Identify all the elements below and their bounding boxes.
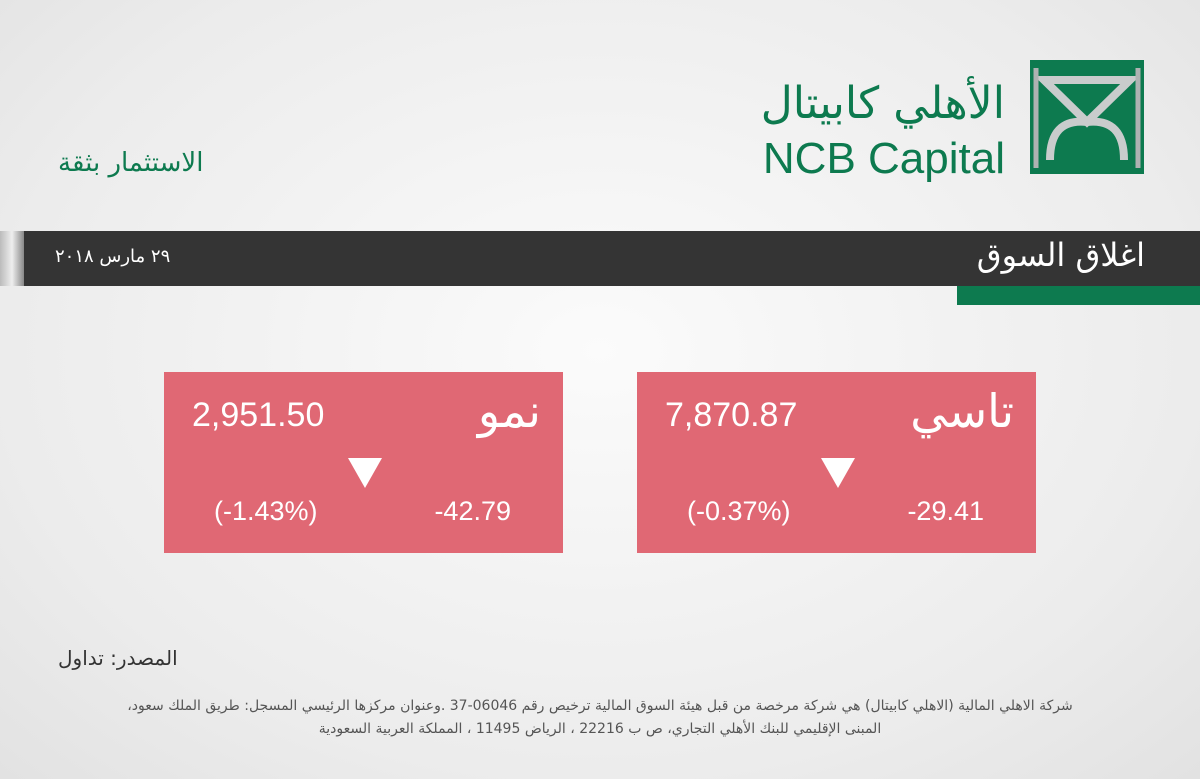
index-percent: (-1.43%) xyxy=(214,496,318,526)
tagline: الاستثمار بثقة xyxy=(58,148,204,178)
index-card: نمو 2,951.50 -42.79 (-1.43%) xyxy=(164,372,563,553)
index-name: نمو xyxy=(477,384,541,438)
banner-title: اغلاق السوق xyxy=(976,236,1145,274)
footer: شركة الاهلي المالية (الاهلي كابيتال) هي … xyxy=(0,695,1200,741)
banner-edge xyxy=(0,231,24,286)
banner-accent xyxy=(957,286,1200,305)
logo-mark xyxy=(1030,60,1144,174)
down-arrow xyxy=(821,458,855,488)
logo-english: NCB Capital xyxy=(762,134,1005,183)
footer-line: المبنى الإقليمي للبنك الأهلي التجاري، ص … xyxy=(318,721,882,737)
source: المصدر: تداول xyxy=(58,646,178,670)
index-name: تاسي xyxy=(910,384,1014,438)
index-change: -42.79 xyxy=(434,496,511,526)
index-value: 7,870.87 xyxy=(665,396,798,434)
index-card: تاسي 7,870.87 -29.41 (-0.37%) xyxy=(637,372,1036,553)
logo-arabic: الأهلي كابيتال xyxy=(760,78,1005,129)
banner-date: ٢٩ مارس ٢٠١٨ xyxy=(55,246,171,267)
down-arrow xyxy=(348,458,382,488)
footer-line: شركة الاهلي المالية (الاهلي كابيتال) هي … xyxy=(127,698,1073,714)
banner xyxy=(0,231,1200,286)
index-value: 2,951.50 xyxy=(192,396,325,434)
index-change: -29.41 xyxy=(907,496,984,526)
index-percent: (-0.37%) xyxy=(687,496,791,526)
